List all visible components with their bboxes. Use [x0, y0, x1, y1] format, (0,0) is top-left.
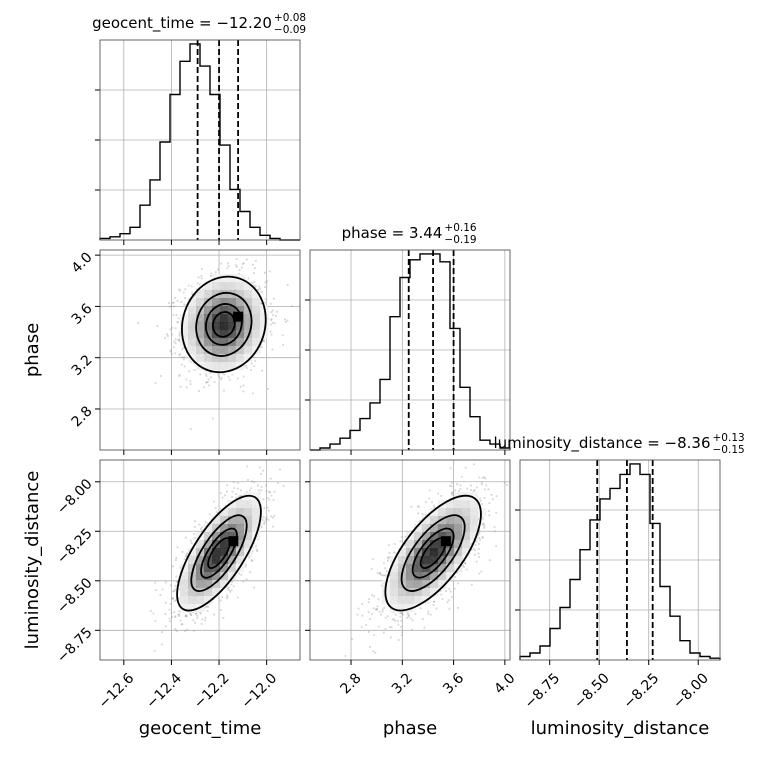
- title-minus-error: −0.19: [444, 234, 476, 246]
- contour-level-2: [195, 291, 253, 357]
- panel-frame: [99, 459, 301, 661]
- panel-frame: [99, 249, 301, 451]
- contour-level-1: [384, 494, 482, 612]
- title-median: −8.36: [665, 434, 711, 452]
- contour-level-4: [212, 311, 236, 338]
- y-axis-label-phase: phase: [22, 323, 43, 377]
- joint-plot-area: [100, 250, 300, 450]
- title-minus-error: −0.09: [274, 24, 306, 36]
- contour-level-3: [204, 303, 243, 346]
- panel-title-phase: phase = 3.44: [342, 224, 443, 242]
- histogram-steps-phase: [310, 253, 511, 451]
- x-axis-label-phase: phase: [383, 718, 437, 739]
- joint-panel-phase-vs-luminosity_distance: [305, 459, 511, 665]
- y-axis-label-luminosity_distance: luminosity_distance: [22, 471, 43, 650]
- histogram-panel-geocent_time: geocent_time = −12.20 +0.08−0.09: [92, 12, 306, 245]
- title-prefix: phase =: [342, 224, 409, 242]
- joint-panel-geocent_time-vs-luminosity_distance: [95, 459, 301, 665]
- contour-level-3: [411, 527, 455, 579]
- title-plus-error: +0.08: [274, 12, 306, 24]
- panel-frame: [309, 249, 511, 451]
- panel-title-geocent_time: geocent_time = −12.20: [92, 14, 272, 33]
- panel-frame: [99, 39, 301, 241]
- panel-title-luminosity_distance: luminosity_distance = −8.36: [493, 434, 710, 453]
- title-minus-error: −0.15: [713, 444, 745, 456]
- histogram-panel-phase: phase = 3.44 +0.16−0.19: [305, 222, 511, 455]
- title-prefix: geocent_time =: [92, 14, 216, 33]
- contour-level-3: [200, 527, 238, 579]
- contour-level-1: [176, 494, 262, 612]
- contour-level-2: [400, 514, 466, 592]
- title-median: −12.20: [216, 14, 272, 32]
- contour-level-1: [181, 275, 267, 374]
- title-median: 3.44: [409, 224, 442, 242]
- x-axis-label-geocent_time: geocent_time: [139, 718, 262, 739]
- x-axis-label-luminosity_distance: luminosity_distance: [531, 718, 710, 739]
- histogram-panel-luminosity_distance: luminosity_distance = −8.36 +0.13−0.15: [493, 432, 745, 665]
- histogram-steps-luminosity_distance: [519, 463, 721, 660]
- panel-frame: [309, 459, 511, 661]
- title-plus-error: +0.13: [713, 432, 745, 444]
- contour-level-4: [419, 537, 447, 569]
- joint-plot-area: [310, 460, 510, 660]
- density-peak: [228, 536, 239, 547]
- density-peak: [233, 311, 244, 322]
- joint-panel-geocent_time-vs-phase: [95, 249, 301, 455]
- title-prefix: luminosity_distance =: [493, 434, 664, 453]
- histogram-steps-geocent_time: [99, 43, 300, 241]
- title-plus-error: +0.16: [444, 222, 476, 234]
- joint-plot-area: [100, 460, 300, 660]
- contour-level-2: [190, 514, 248, 592]
- contour-level-4: [207, 537, 231, 569]
- panel-frame: [519, 459, 721, 661]
